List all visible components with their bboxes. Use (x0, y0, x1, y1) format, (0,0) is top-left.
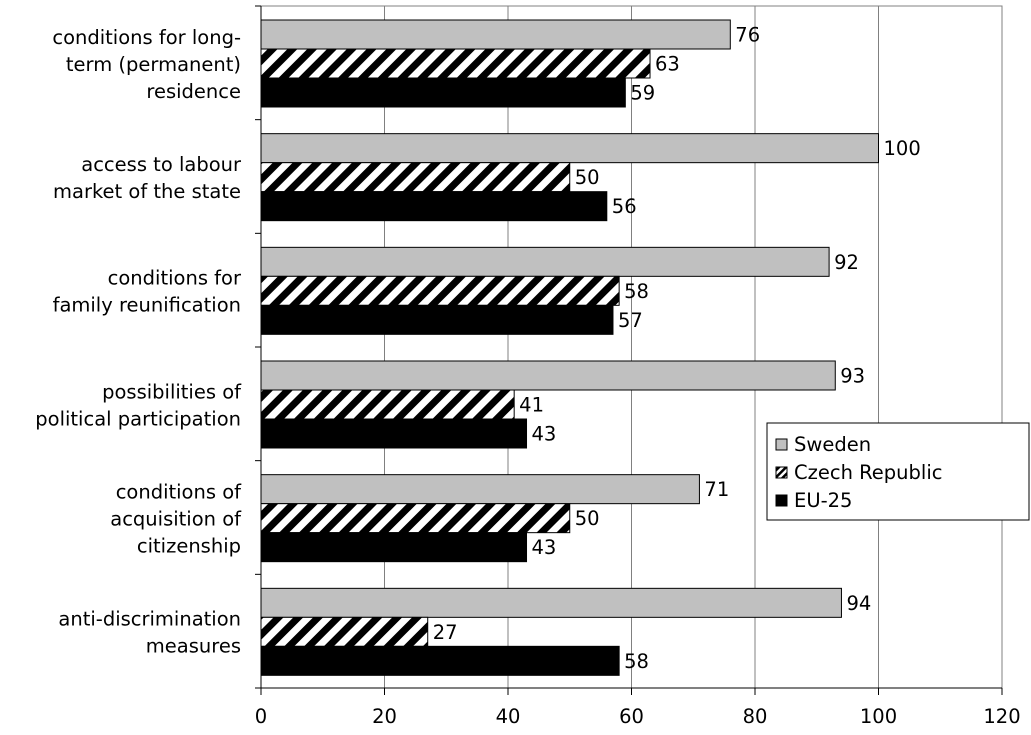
data-label-czech-republic-anti-discrimination-measures: 27 (433, 621, 458, 644)
bar-sweden-conditions-for-long-term-permanent-residence (260, 19, 731, 50)
category-label-line: family reunification (53, 294, 241, 317)
category-label-line: anti-discrimination (58, 608, 241, 631)
legend-label-eu-25: EU-25 (794, 489, 852, 512)
bar-sweden-conditions-for-family-reunification (260, 246, 830, 277)
category-label-line: conditions of (116, 481, 242, 504)
data-label-sweden-access-to-labour-market-of-the-state: 100 (884, 137, 921, 160)
legend-label-czech-republic: Czech Republic (794, 461, 942, 484)
category-label-conditions-for-family-reunification: conditions for family reunification (53, 267, 242, 317)
category-label-possibilities-of-political-participation: possibilities of political participation (35, 380, 242, 430)
legend-swatch-eu-25 (775, 494, 788, 507)
bar-eu-25-possibilities-of-political-participation (260, 418, 528, 449)
bar-sweden-anti-discrimination-measures (260, 587, 842, 618)
category-label-line: conditions for long- (52, 26, 241, 49)
data-label-eu-25-anti-discrimination-measures: 58 (624, 650, 649, 673)
category-label-line: citizenship (137, 535, 241, 558)
category-label-conditions-of-acquisition-of-citizenship: conditions of acquisition of citizenship (110, 481, 242, 558)
x-tick-label-80: 80 (743, 705, 768, 728)
bar-sweden-conditions-of-acquisition-of-citizenship (260, 474, 700, 505)
axes: 0 20 40 60 80 100 120 conditions for long-term … (35, 5, 1021, 728)
category-label-line: conditions for (108, 267, 242, 290)
bar-eu-25-access-to-labour-market-of-the-state (260, 191, 608, 222)
category-label-access-to-labour-market-of-the-state: access to labour market of the state (53, 153, 242, 203)
gridlines (384, 6, 879, 688)
x-tick-label-120: 120 (983, 705, 1020, 728)
bar-czech-republic-conditions-for-long-term-permanent-residence (260, 48, 651, 79)
data-label-eu-25-possibilities-of-political-participation: 43 (532, 423, 557, 446)
bar-czech-republic-possibilities-of-political-participation (260, 389, 515, 420)
bar-czech-republic-conditions-of-acquisition-of-citizenship (260, 503, 571, 534)
data-label-czech-republic-access-to-labour-market-of-the-state: 50 (575, 166, 600, 189)
category-label-line: acquisition of (110, 508, 242, 531)
bar-sweden-possibilities-of-political-participation (260, 360, 836, 391)
legend-swatch-czech-republic (775, 466, 788, 479)
category-label-conditions-for-long-term-permanent-residence: conditions for long-term (permanent) resi… (52, 26, 241, 103)
data-label-czech-republic-conditions-for-long-term-permanent-residence: 63 (655, 53, 680, 76)
category-label-line: measures (146, 635, 241, 658)
data-label-sweden-conditions-of-acquisition-of-citizenship: 71 (704, 478, 729, 501)
data-label-eu-25-conditions-for-long-term-permanent-residence: 59 (630, 82, 655, 105)
legend: Sweden Czech Republic EU-25 (766, 422, 1030, 521)
legend-box (766, 422, 1030, 521)
bar-eu-25-conditions-for-family-reunification (260, 304, 614, 335)
data-label-sweden-anti-discrimination-measures: 94 (846, 592, 871, 615)
data-label-eu-25-access-to-labour-market-of-the-state: 56 (612, 195, 637, 218)
bar-eu-25-conditions-for-long-term-permanent-residence (260, 77, 626, 108)
data-label-sweden-conditions-for-family-reunification: 92 (834, 251, 859, 274)
legend-swatch-sweden (775, 438, 788, 451)
data-label-sweden-conditions-for-long-term-permanent-residence: 76 (735, 24, 760, 47)
data-label-czech-republic-possibilities-of-political-participation: 41 (519, 394, 544, 417)
x-tick-label-0: 0 (255, 705, 267, 728)
category-label-line: residence (146, 80, 241, 103)
legend-label-sweden: Sweden (794, 433, 871, 456)
category-label-line: political participation (35, 407, 241, 430)
bar-czech-republic-access-to-labour-market-of-the-state (260, 162, 571, 193)
category-label-anti-discrimination-measures: anti-discrimination measures (58, 608, 241, 658)
x-tick-label-40: 40 (496, 705, 521, 728)
x-tick-label-60: 60 (619, 705, 644, 728)
category-label-line: market of the state (53, 180, 241, 203)
bar-eu-25-anti-discrimination-measures (260, 645, 620, 676)
data-label-czech-republic-conditions-of-acquisition-of-citizenship: 50 (575, 507, 600, 530)
data-label-czech-republic-conditions-for-family-reunification: 58 (624, 280, 649, 303)
category-label-line: access to labour (81, 153, 242, 176)
data-label-eu-25-conditions-for-family-reunification: 57 (618, 309, 643, 332)
bar-sweden-access-to-labour-market-of-the-state (260, 133, 879, 164)
bar-czech-republic-anti-discrimination-measures (260, 616, 429, 647)
bar-eu-25-conditions-of-acquisition-of-citizenship (260, 532, 528, 563)
category-label-line: term (permanent) (66, 53, 241, 76)
x-tick-label-100: 100 (860, 705, 897, 728)
bar-czech-republic-conditions-for-family-reunification (260, 275, 620, 306)
data-label-eu-25-conditions-of-acquisition-of-citizenship: 43 (532, 536, 557, 559)
category-label-line: possibilities of (102, 380, 242, 403)
data-label-sweden-possibilities-of-political-participation: 93 (840, 365, 865, 388)
x-tick-label-20: 20 (372, 705, 397, 728)
